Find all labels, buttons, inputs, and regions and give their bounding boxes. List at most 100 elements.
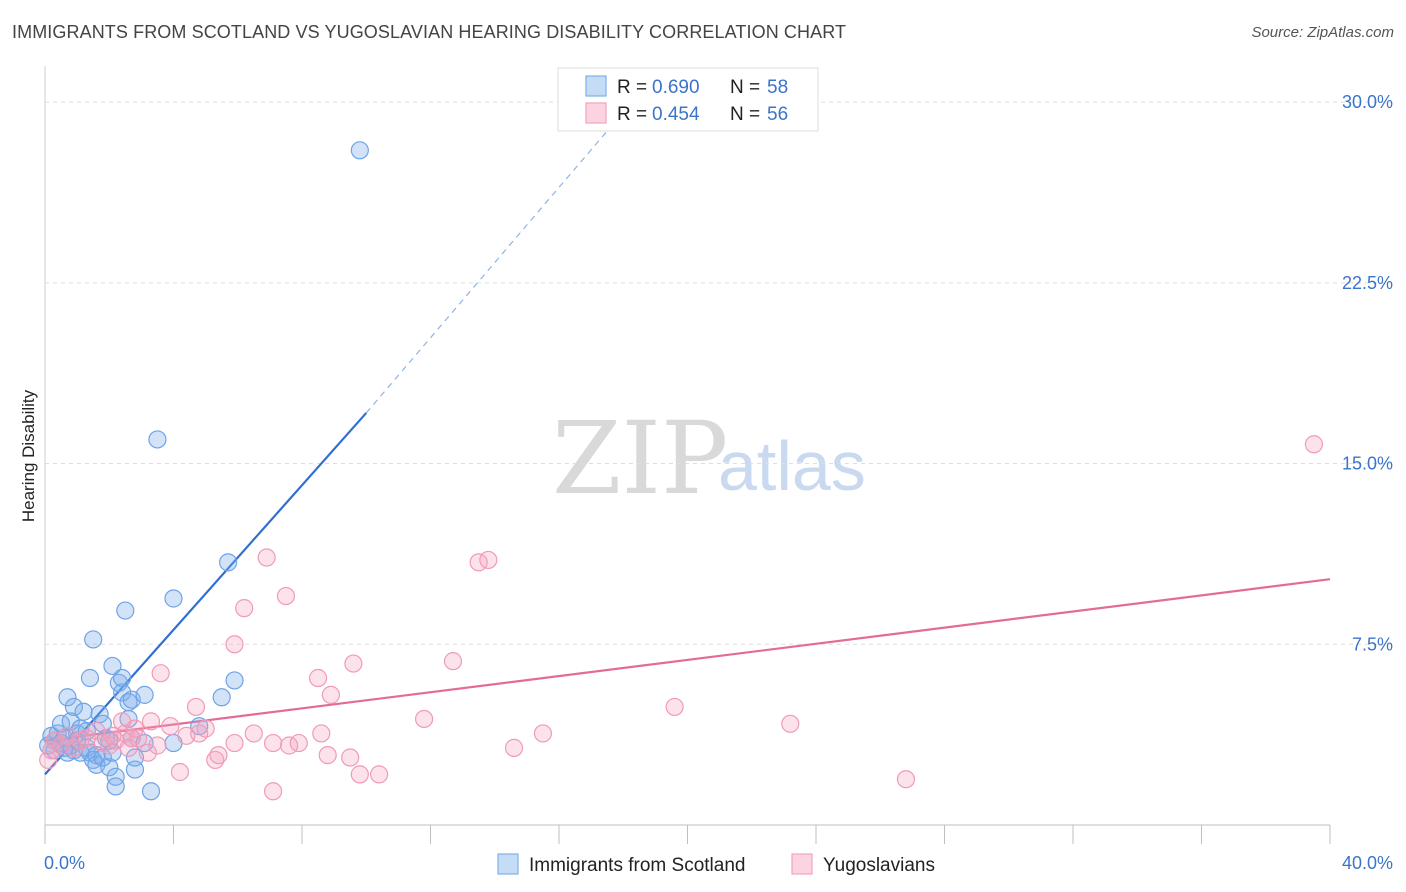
point-yugoslavians: [39, 750, 58, 770]
point-scotland: [350, 141, 369, 160]
point-scotland: [109, 673, 128, 692]
point-scotland: [64, 697, 84, 717]
bottom-legend: Immigrants from Scotland Yugoslavians: [497, 853, 935, 876]
point-yugoslavians: [370, 765, 389, 784]
point-yugoslavians: [225, 733, 244, 753]
point-yugoslavians: [206, 750, 225, 770]
y-tick-label: 7.5%: [1352, 634, 1393, 654]
point-yugoslavians: [186, 697, 206, 717]
point-scotland: [225, 671, 244, 690]
point-scotland: [106, 777, 125, 796]
legend-n-value-2: 56: [767, 104, 788, 125]
point-scotland: [148, 430, 167, 449]
point-yugoslavians: [244, 724, 263, 743]
point-scotland: [164, 589, 183, 608]
legend-n-label-1: N =: [730, 77, 760, 98]
point-yugoslavians: [148, 736, 167, 755]
point-yugoslavians: [312, 724, 331, 743]
point-scotland: [112, 668, 132, 688]
point-yugoslavians: [170, 762, 190, 782]
point-scotland: [219, 553, 238, 572]
bottom-legend-swatch-scotland: [497, 853, 519, 875]
y-tick-label: 30.0%: [1342, 92, 1393, 112]
point-yugoslavians: [443, 652, 463, 671]
data-points: [39, 141, 1324, 801]
point-yugoslavians: [119, 738, 138, 757]
point-yugoslavians: [896, 770, 916, 789]
point-yugoslavians: [122, 729, 141, 748]
point-yugoslavians: [257, 548, 276, 567]
trendlines: [44, 130, 1331, 776]
point-scotland: [93, 714, 112, 733]
point-yugoslavians: [308, 668, 328, 688]
point-yugoslavians: [64, 738, 84, 757]
axes: 0.0% 40.0%: [44, 66, 1393, 873]
point-scotland: [116, 601, 135, 620]
legend-r-label-1: R =: [617, 77, 647, 98]
point-yugoslavians: [151, 664, 170, 683]
point-yugoslavians: [263, 733, 283, 753]
legend-r-value-2: 0.454: [652, 104, 700, 125]
legend-n-value-1: 58: [767, 77, 788, 98]
point-scotland: [212, 688, 231, 707]
bottom-legend-label-yugoslavians: Yugoslavians: [823, 855, 935, 876]
point-scotland: [74, 702, 93, 721]
point-scotland: [141, 782, 161, 801]
bottom-legend-label-scotland: Immigrants from Scotland: [529, 855, 745, 876]
source-credit: Source: ZipAtlas.com: [1251, 24, 1394, 41]
point-yugoslavians: [129, 729, 148, 748]
point-yugoslavians: [533, 724, 553, 743]
grid: 7.5% 15.0% 22.5% 30.0%: [45, 92, 1393, 654]
trendline-yugoslavians: [44, 578, 1331, 742]
chart-title: IMMIGRANTS FROM SCOTLAND VS YUGOSLAVIAN …: [12, 22, 847, 42]
point-yugoslavians: [289, 733, 308, 753]
point-scotland: [135, 685, 154, 704]
legend-n-label-2: N =: [730, 104, 760, 125]
point-yugoslavians: [350, 765, 369, 784]
point-yugoslavians: [196, 719, 215, 738]
trendline-scotland: [44, 412, 368, 776]
point-yugoslavians: [318, 746, 337, 765]
trendline-scotland-extension: [365, 130, 608, 414]
point-yugoslavians: [665, 697, 684, 717]
x-tick-label-min: 0.0%: [44, 853, 85, 873]
point-yugoslavians: [209, 746, 228, 765]
legend-swatch-yugoslavians: [585, 102, 607, 124]
point-yugoslavians: [161, 717, 180, 736]
point-yugoslavians: [781, 714, 800, 733]
point-yugoslavians: [141, 712, 161, 731]
point-scotland: [80, 668, 100, 688]
y-tick-label: 22.5%: [1342, 273, 1393, 293]
point-scotland: [112, 683, 132, 702]
point-yugoslavians: [504, 738, 524, 757]
point-yugoslavians: [344, 654, 363, 673]
point-yugoslavians: [225, 635, 244, 654]
point-yugoslavians: [235, 599, 254, 618]
bottom-legend-swatch-yugoslavians: [791, 853, 813, 875]
legend-r-value-1: 0.690: [652, 77, 700, 98]
point-scotland: [103, 656, 122, 676]
watermark: ZIP atlas: [552, 400, 866, 517]
point-yugoslavians: [414, 709, 434, 729]
point-scotland: [106, 767, 125, 786]
point-yugoslavians: [263, 782, 283, 801]
x-tick-label-max: 40.0%: [1342, 853, 1393, 873]
point-scotland: [84, 630, 103, 649]
point-yugoslavians: [321, 685, 341, 704]
legend-swatch-scotland: [585, 75, 607, 97]
point-scotland: [100, 758, 119, 777]
point-yugoslavians: [138, 743, 157, 762]
point-scotland: [58, 688, 77, 707]
legend-r-label-2: R =: [617, 104, 647, 125]
point-yugoslavians: [1304, 435, 1324, 454]
y-axis-label: Hearing Disability: [19, 389, 38, 522]
watermark-zip: ZIP: [552, 400, 728, 517]
point-yugoslavians: [125, 719, 145, 738]
point-yugoslavians: [42, 741, 61, 760]
point-yugoslavians: [276, 586, 296, 606]
y-tick-label: 15.0%: [1342, 454, 1393, 474]
point-yugoslavians: [341, 748, 360, 767]
top-legend: R = 0.690 N = 58 R = 0.454 N = 56: [557, 67, 819, 132]
watermark-atlas: atlas: [718, 427, 866, 505]
